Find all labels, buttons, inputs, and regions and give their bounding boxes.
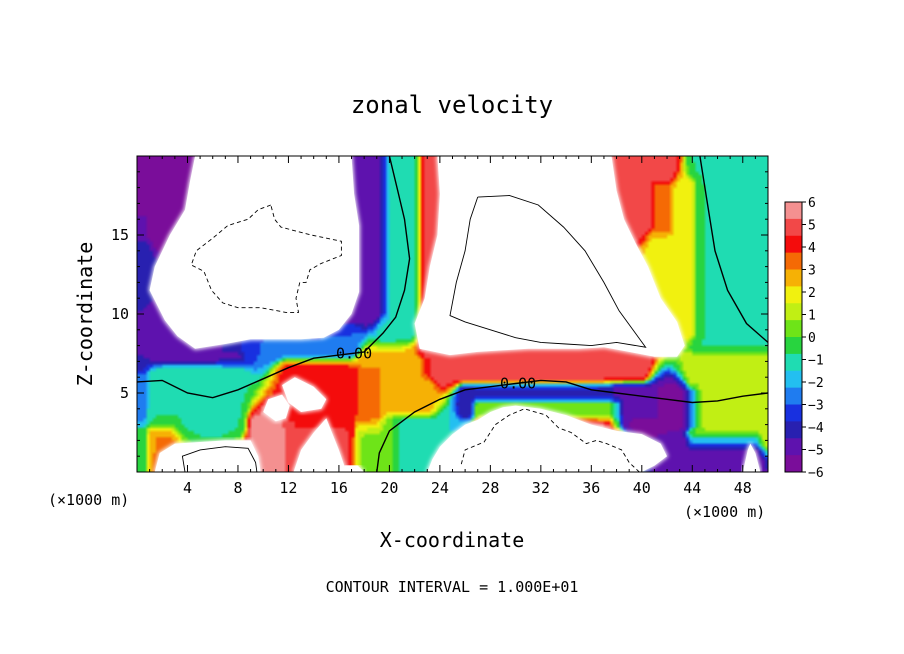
blank-region-core [154,440,261,472]
colorbar-tick-label: 1 [808,309,816,324]
x-tick-label: 36 [582,479,600,497]
colorbar-tick-label: 4 [808,241,816,256]
colorbar-tick-label: 3 [808,264,816,279]
contour-labels: 0.00 0.00 [336,345,536,393]
contour-line [190,204,342,313]
colorbar-tick-label: −6 [808,466,824,481]
colorbar-tick-label: 6 [808,196,816,211]
colorbar-swatch [785,286,802,304]
contour-line [699,156,768,343]
x-tick-label: 20 [380,479,398,497]
colorbar-tick-label: −4 [808,421,824,436]
colorbar-tick-label: 0 [808,331,816,346]
colorbar-swatch [785,455,802,473]
colorbar-tick-label: −5 [808,444,824,459]
x-tick-label: 40 [633,479,651,497]
plot-area [137,156,768,472]
blank-region-core [742,443,761,472]
colorbar-swatch [785,235,802,254]
colorbar: 6 5 4 3 2 1 0 −1 −2 −3 −4 −5 −6 [784,196,824,481]
colorbar-tick-label: −1 [808,354,824,369]
colorbar-swatch [785,320,802,338]
x-tick-label: 28 [481,479,499,497]
blank-region-core [293,418,347,472]
blank-region-core [263,394,290,422]
colorbar-swatch [785,387,802,405]
colorbar-tick-label: −3 [808,399,824,414]
colorbar-swatch [785,218,802,237]
contour-line [137,156,411,399]
y-tick-label: 15 [111,226,129,244]
x-unit-left: (×1000 m) [48,491,129,509]
x-tick-label: 8 [233,479,242,497]
colorbar-swatch [785,337,802,355]
colorbar-swatch [785,438,802,456]
contour-line [376,379,768,472]
colorbar-swatch [785,303,802,321]
x-unit-right: (×1000 m) [684,503,765,521]
blank-region-core [282,377,327,412]
contour-line [449,195,647,348]
contour-lines [137,156,768,472]
x-tick-label: 4 [183,479,192,497]
x-tick-label: 48 [734,479,752,497]
blank-region-core [149,156,360,349]
colorbar-tick-label: 2 [808,286,816,301]
contour-label: 0.00 [336,345,372,363]
x-tick-label: 44 [683,479,701,497]
contour-interval-note: CONTOUR INTERVAL = 1.000E+01 [326,578,579,596]
colorbar-swatch [785,353,802,372]
contour-line [181,446,258,472]
blank-region-core [427,405,667,472]
colorbar-swatch [785,269,802,287]
colorbar-swatch [785,202,802,220]
contour-line [460,408,640,472]
y-tick-label: 5 [120,384,129,402]
colorbar-tick-label: 5 [808,219,816,234]
x-tick-label: 12 [279,479,297,497]
y-axis-label: Z-coordinate [73,242,97,387]
colorbar-swatch [785,252,802,270]
colorbar-swatch [785,370,802,389]
blank-region-core [338,465,365,472]
x-axis-ticks: 4 8 12 16 20 24 28 32 36 40 44 48 [149,156,756,497]
y-axis-ticks: 5 10 15 [111,171,768,457]
colorbar-tick-label: −2 [808,376,824,391]
contour-label: 0.00 [500,375,536,393]
x-tick-label: 24 [431,479,449,497]
colorbar-swatch [785,421,802,439]
colorbar-swatch [785,404,802,422]
x-tick-label: 32 [532,479,550,497]
x-axis-label: X-coordinate [380,528,525,552]
chart-title: zonal velocity [351,91,553,119]
y-tick-label: 10 [111,305,129,323]
x-tick-label: 16 [330,479,348,497]
